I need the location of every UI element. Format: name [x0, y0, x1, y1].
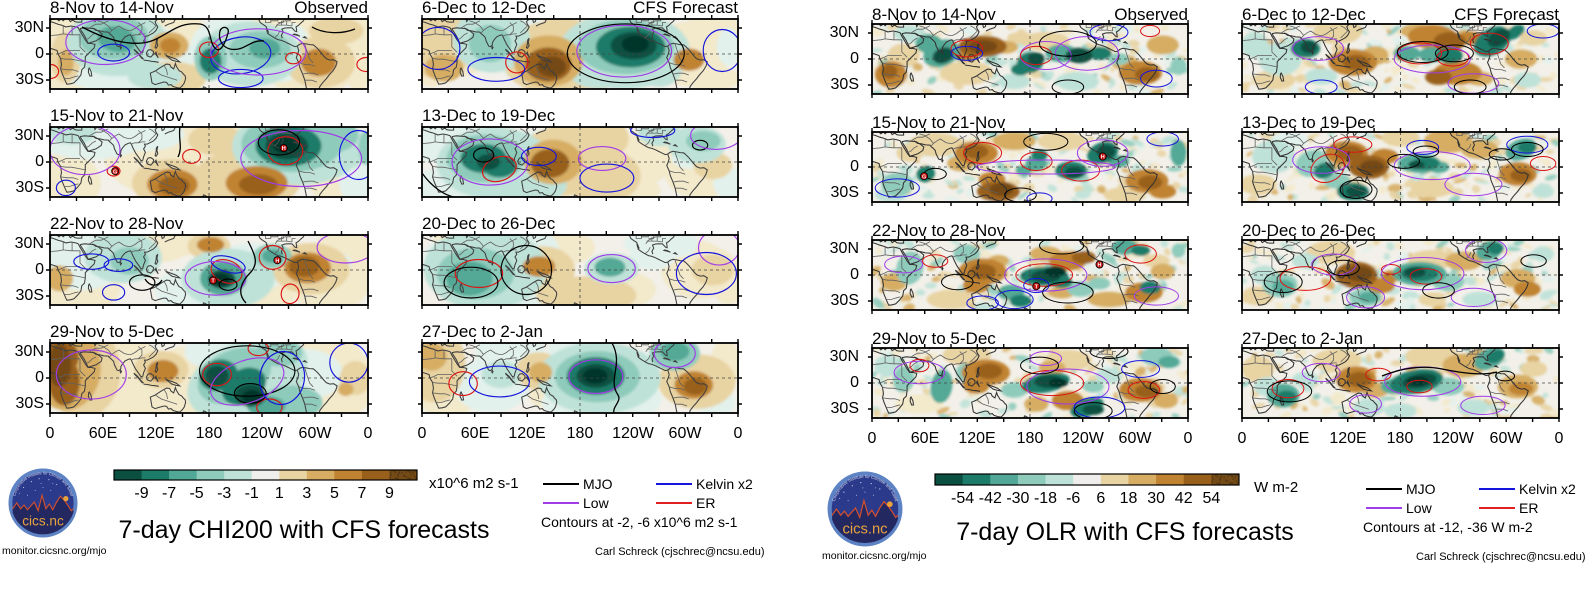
- svg-text:-6: -6: [1066, 490, 1080, 507]
- svg-text:-42: -42: [979, 490, 1002, 507]
- svg-text:-7: -7: [162, 485, 176, 502]
- svg-text:6: 6: [1096, 490, 1105, 507]
- svg-text:-3: -3: [217, 485, 231, 502]
- svg-text:H: H: [1098, 263, 1102, 269]
- svg-text:G: G: [113, 169, 117, 175]
- svg-text:H: H: [1101, 155, 1105, 161]
- svg-text:5: 5: [330, 485, 339, 502]
- svg-text:9: 9: [385, 485, 394, 502]
- svg-text:T: T: [211, 279, 215, 285]
- svg-text:-30: -30: [1006, 490, 1029, 507]
- svg-text:1: 1: [275, 485, 284, 502]
- svg-text:7: 7: [357, 485, 366, 502]
- svg-text:T: T: [1035, 284, 1039, 290]
- svg-text:-9: -9: [134, 485, 148, 502]
- svg-text:30: 30: [1147, 490, 1165, 507]
- svg-text:3: 3: [302, 485, 311, 502]
- svg-text:-5: -5: [189, 485, 203, 502]
- svg-text:cics.nc: cics.nc: [842, 521, 887, 537]
- svg-text:42: 42: [1175, 490, 1193, 507]
- svg-text:-54: -54: [951, 490, 974, 507]
- svg-text:18: 18: [1120, 490, 1138, 507]
- svg-text:-18: -18: [1034, 490, 1057, 507]
- svg-text:-1: -1: [245, 485, 259, 502]
- svg-text:G: G: [922, 174, 926, 180]
- svg-text:54: 54: [1203, 490, 1221, 507]
- svg-text:H: H: [275, 258, 279, 264]
- svg-text:cics.nc: cics.nc: [22, 513, 64, 528]
- svg-text:H: H: [282, 146, 286, 152]
